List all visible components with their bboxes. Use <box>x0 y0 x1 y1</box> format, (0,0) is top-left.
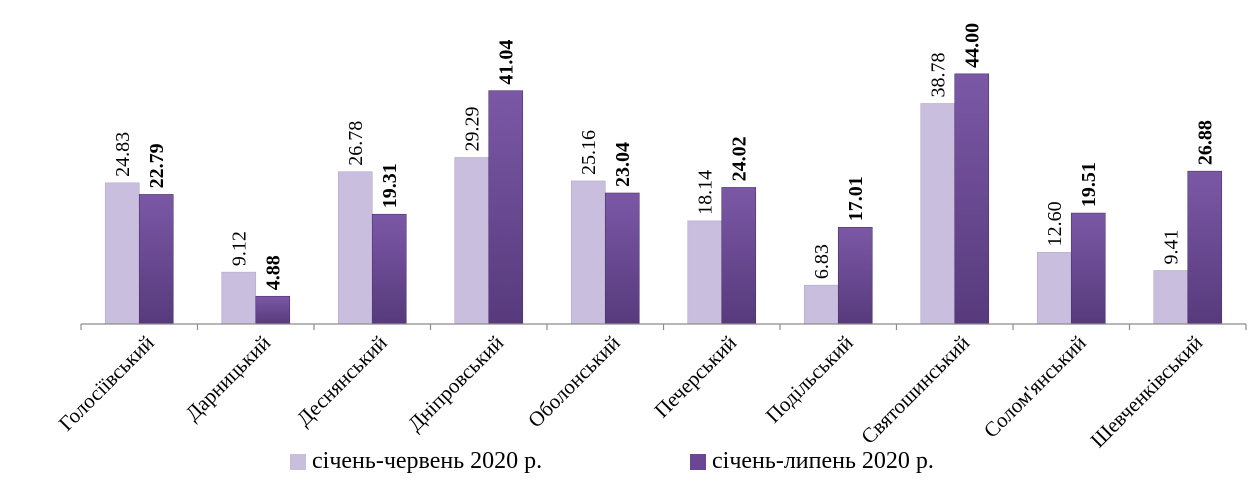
category-label: Дарницький <box>180 331 275 426</box>
bar-series-2 <box>255 295 291 325</box>
category-label: Печерський <box>649 331 741 423</box>
bar-series-2 <box>837 226 873 325</box>
data-label-series-2: 17.01 <box>845 176 867 221</box>
x-axis <box>80 323 1247 330</box>
category-label: Оболонський <box>523 331 625 433</box>
legend-label-series-2: січень-липень 2020 р. <box>712 448 934 474</box>
data-label-series-1: 25.16 <box>578 130 600 175</box>
bar-series-2 <box>604 192 640 325</box>
data-label-series-1: 18.14 <box>695 170 717 215</box>
data-label-series-2: 24.02 <box>729 136 751 181</box>
category-label: Святошинський <box>856 331 974 449</box>
bar-series-2 <box>138 194 174 325</box>
value-labels-group: 24.83 22.79 9.12 4.88 26.78 19.31 29.29 41.04 25… <box>112 23 1217 290</box>
data-label-series-1: 9.12 <box>229 231 251 266</box>
bar-series-2 <box>371 213 407 325</box>
data-label-series-1: 12.60 <box>1044 201 1066 246</box>
bar-series-1 <box>920 103 956 325</box>
category-label: Солом'янський <box>979 331 1091 443</box>
data-label-series-1: 26.78 <box>345 121 367 166</box>
legend-label-series-1: січень-червень 2020 р. <box>312 448 543 474</box>
bar-series-1 <box>1153 270 1189 325</box>
legend-swatch-series-1 <box>290 453 306 470</box>
bar-series-1 <box>221 271 257 325</box>
bar-series-1 <box>454 157 490 325</box>
bar-series-2 <box>1187 170 1223 325</box>
data-label-series-2: 19.31 <box>379 163 401 208</box>
bar-series-1 <box>337 171 373 325</box>
category-label: Подільський <box>761 331 858 428</box>
data-label-series-2: 26.88 <box>1195 120 1217 165</box>
bar-series-2 <box>1070 212 1106 325</box>
data-label-series-1: 29.29 <box>462 106 484 151</box>
legend-item-series-2: січень-липень 2020 р. <box>690 448 934 475</box>
bar-series-1 <box>570 180 606 325</box>
bar-series-1 <box>803 284 839 325</box>
legend-swatch-series-2 <box>690 453 706 470</box>
bar-series-1 <box>104 182 140 325</box>
data-label-series-2: 22.79 <box>146 143 168 188</box>
bar-series-1 <box>1036 252 1072 325</box>
category-labels-group: Голосіївський Дарницький Деснянський Дніпро… <box>54 331 1207 453</box>
data-label-series-2: 44.00 <box>962 23 984 68</box>
data-label-series-2: 23.04 <box>612 142 634 187</box>
category-label: Шевченківський <box>1086 331 1208 453</box>
data-label-series-1: 38.78 <box>928 53 950 98</box>
data-label-series-1: 9.41 <box>1161 230 1183 265</box>
category-label: Деснянський <box>292 331 392 431</box>
data-label-series-2: 41.04 <box>496 40 518 85</box>
data-label-series-1: 24.83 <box>112 132 134 177</box>
data-label-series-2: 19.51 <box>1078 162 1100 207</box>
category-label: Дніпровський <box>403 331 508 436</box>
bars-group <box>104 73 1223 325</box>
legend: січень-червень 2020 р. січень-липень 202… <box>0 448 1253 488</box>
data-label-series-1: 6.83 <box>811 244 833 279</box>
category-label: Голосіївський <box>54 331 159 436</box>
data-label-series-2: 4.88 <box>263 255 285 290</box>
bar-series-2 <box>721 187 757 325</box>
bar-series-1 <box>687 220 723 325</box>
legend-item-series-1: січень-червень 2020 р. <box>290 448 542 475</box>
bar-series-2 <box>488 90 524 325</box>
bar-series-2 <box>954 73 990 325</box>
